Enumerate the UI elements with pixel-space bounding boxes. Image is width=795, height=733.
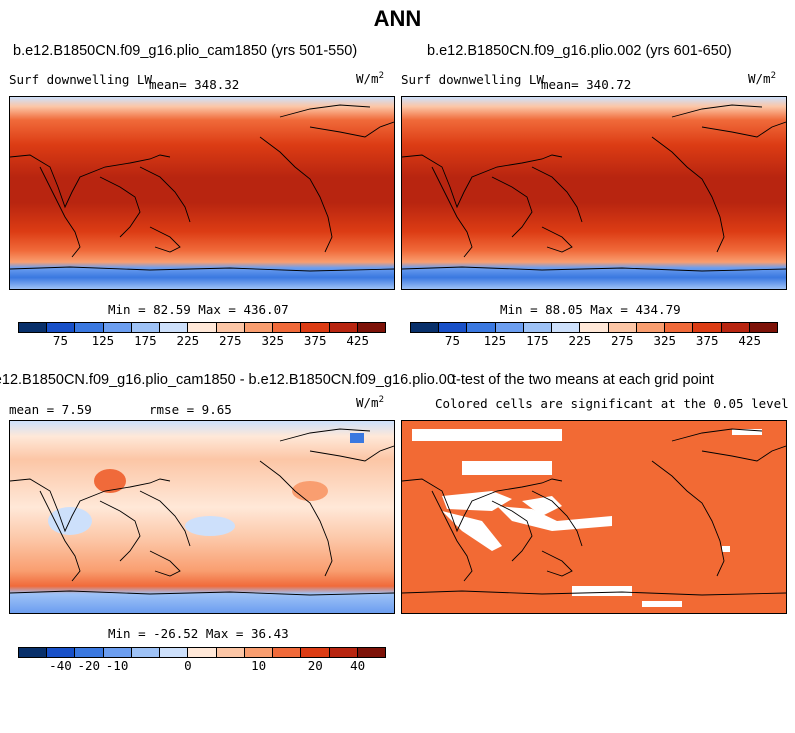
panel3-colorbar [18, 647, 386, 658]
colorbar-tick-label: 175 [526, 333, 549, 348]
panel3-colorbar-ticks: -40 -20 -10 0 10 20 40 [18, 658, 386, 674]
panel3-coastlines [10, 428, 394, 596]
colorbar-tick-label: 125 [483, 333, 507, 348]
panel2-map [401, 96, 787, 290]
colorbar-swatch [552, 323, 581, 332]
colorbar-swatch [131, 323, 161, 332]
colorbar-swatch [329, 648, 358, 657]
panel2-title: b.e12.B1850CN.f09_g16.plio.002 (yrs 601-… [427, 43, 732, 59]
colorbar-swatch [665, 323, 694, 332]
panel2-minmax: Min = 88.05 Max = 434.79 [500, 302, 681, 317]
colorbar-swatch [608, 323, 637, 332]
colorbar-tick-label: -20 [77, 658, 101, 673]
panel1-coastlines [10, 104, 394, 272]
panel2-coastlines [402, 104, 786, 272]
panel4-insignificant-cells [412, 429, 762, 607]
panel2-colorbar [410, 322, 778, 333]
colorbar-swatch [523, 323, 553, 332]
colorbar-swatch [131, 648, 161, 657]
colorbar-swatch [103, 648, 132, 657]
panel1-variable: Surf downwelling LW [9, 72, 152, 87]
panel1-field [10, 97, 394, 289]
panel2-units: W/m2 [748, 71, 776, 87]
colorbar-tick-label: 325 [261, 333, 285, 348]
colorbar-swatch [19, 323, 48, 332]
colorbar-swatch [467, 323, 496, 332]
colorbar-swatch [244, 648, 274, 657]
colorbar-tick-label: 325 [653, 333, 677, 348]
colorbar-tick-label: -40 [49, 658, 72, 673]
panel4-coastlines [402, 428, 786, 596]
colorbar-swatch [693, 323, 722, 332]
colorbar-tick-label: 275 [611, 333, 634, 348]
panel3-mean: mean = 7.59 [9, 402, 92, 417]
panel1-map [9, 96, 395, 290]
colorbar-swatch [580, 323, 609, 332]
colorbar-tick-label: 425 [346, 333, 369, 348]
colorbar-tick-label: 75 [444, 333, 460, 348]
colorbar-swatch [160, 648, 189, 657]
colorbar-swatch [47, 648, 76, 657]
colorbar-tick-label: 75 [52, 333, 68, 348]
colorbar-swatch [301, 648, 330, 657]
panel3-minmax: Min = -26.52 Max = 36.43 [108, 626, 289, 641]
colorbar-swatch [495, 323, 524, 332]
colorbar-swatch [636, 323, 666, 332]
colorbar-swatch [244, 323, 274, 332]
panel1-units: W/m2 [356, 71, 384, 87]
colorbar-swatch [721, 323, 750, 332]
colorbar-swatch [75, 323, 104, 332]
panel3-rmse: rmse = 9.65 [149, 402, 232, 417]
panel3-title-clip: b.e12.B1850CN.f09_g16.plio_cam1850 - b.e… [0, 372, 455, 392]
colorbar-tick-label: 225 [568, 333, 592, 348]
colorbar-swatch [357, 323, 386, 332]
colorbar-tick-label: 425 [738, 333, 761, 348]
colorbar-swatch [329, 323, 358, 332]
colorbar-swatch [749, 323, 778, 332]
panel2-mean: mean= 340.72 [541, 77, 632, 92]
panel4-subtitle: Colored cells are significant at the 0.0… [435, 396, 789, 411]
panel2-field [402, 97, 786, 289]
panel4-map [401, 420, 787, 614]
panel1-minmax: Min = 82.59 Max = 436.07 [108, 302, 289, 317]
colorbar-swatch [188, 323, 217, 332]
colorbar-swatch [216, 648, 245, 657]
colorbar-tick-label: 40 [350, 658, 366, 673]
colorbar-swatch [439, 323, 468, 332]
colorbar-swatch [301, 323, 330, 332]
panel1-colorbar [18, 322, 386, 333]
colorbar-swatch [103, 323, 132, 332]
colorbar-swatch [188, 648, 217, 657]
colorbar-tick-label: 20 [307, 658, 323, 673]
colorbar-swatch [273, 323, 302, 332]
colorbar-swatch [19, 648, 48, 657]
panel2-colorbar-ticks: 75 125 175 225 275 325 375 425 [410, 333, 778, 349]
colorbar-swatch [357, 648, 386, 657]
colorbar-swatch [47, 323, 76, 332]
colorbar-swatch [75, 648, 104, 657]
colorbar-swatch [216, 323, 245, 332]
panel1-title: b.e12.B1850CN.f09_g16.plio_cam1850 (yrs … [13, 43, 358, 59]
colorbar-swatch [273, 648, 302, 657]
panel2-variable: Surf downwelling LW [401, 72, 544, 87]
colorbar-tick-label: 125 [91, 333, 115, 348]
colorbar-tick-label: 375 [303, 333, 327, 348]
panel4-title: t-test of the two means at each grid poi… [452, 372, 714, 388]
panel3-title: b.e12.B1850CN.f09_g16.plio_cam1850 - b.e… [0, 372, 455, 388]
colorbar-tick-label: -10 [105, 658, 129, 673]
colorbar-tick-label: 275 [219, 333, 242, 348]
colorbar-swatch [411, 323, 440, 332]
panel1-mean: mean= 348.32 [149, 77, 240, 92]
colorbar-tick-label: 175 [134, 333, 157, 348]
colorbar-tick-label: 0 [184, 658, 192, 673]
page-title: ANN [373, 6, 422, 31]
colorbar-swatch [160, 323, 189, 332]
panel3-units: W/m2 [356, 395, 384, 411]
colorbar-tick-label: 225 [176, 333, 200, 348]
colorbar-tick-label: 10 [251, 658, 267, 673]
colorbar-tick-label: 375 [695, 333, 719, 348]
panel1-colorbar-ticks: 75 125 175 225 275 325 375 425 [18, 333, 386, 349]
panel3-map [9, 420, 395, 614]
